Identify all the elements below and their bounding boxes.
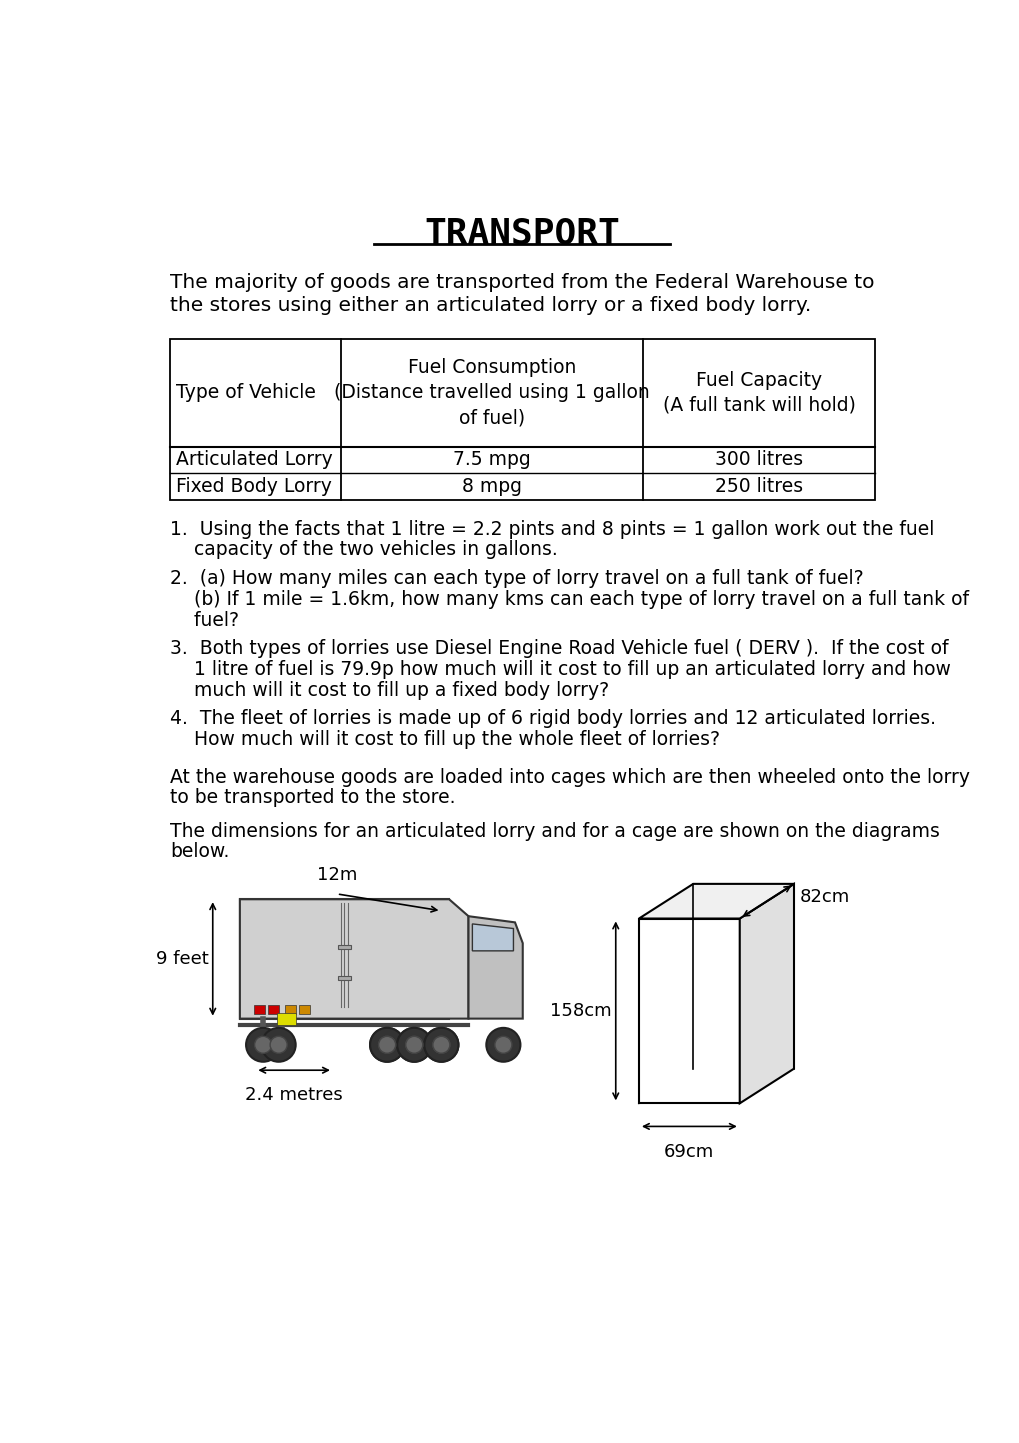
Text: 3.  Both types of lorries use Diesel Engine Road Vehicle fuel ( DERV ).  If the : 3. Both types of lorries use Diesel Engi… (170, 639, 948, 658)
Circle shape (432, 1036, 449, 1053)
Bar (299, 1004, 310, 1014)
Circle shape (432, 1036, 449, 1053)
Circle shape (378, 1036, 395, 1053)
Text: 250 litres: 250 litres (714, 478, 802, 496)
Circle shape (255, 1036, 271, 1053)
Text: TRANSPORT: TRANSPORT (425, 216, 620, 250)
Polygon shape (638, 885, 793, 919)
Text: fuel?: fuel? (170, 610, 238, 629)
Text: 69cm: 69cm (663, 1143, 713, 1162)
Circle shape (378, 1036, 395, 1053)
Text: At the warehouse goods are loaded into cages which are then wheeled onto the lor: At the warehouse goods are loaded into c… (170, 768, 969, 786)
Text: The dimensions for an articulated lorry and for a cage are shown on the diagrams: The dimensions for an articulated lorry … (170, 821, 940, 840)
Bar (268, 1004, 278, 1014)
Text: (b) If 1 mile = 1.6km, how many kms can each type of lorry travel on a full tank: (b) If 1 mile = 1.6km, how many kms can … (170, 590, 968, 609)
Bar (284, 1004, 296, 1014)
Circle shape (246, 1027, 280, 1062)
Text: Articulated Lorry: Articulated Lorry (176, 450, 333, 469)
Polygon shape (472, 924, 513, 951)
Polygon shape (739, 885, 793, 1104)
Text: 2.  (a) How many miles can each type of lorry travel on a full tank of fuel?: 2. (a) How many miles can each type of l… (170, 569, 863, 587)
Polygon shape (468, 916, 522, 1019)
Text: below.: below. (170, 843, 229, 861)
Circle shape (396, 1027, 431, 1062)
Circle shape (424, 1027, 458, 1062)
Circle shape (406, 1036, 422, 1053)
Bar (254, 1004, 264, 1014)
Text: How much will it cost to fill up the whole fleet of lorries?: How much will it cost to fill up the who… (170, 730, 719, 749)
Text: 9 feet: 9 feet (156, 949, 209, 968)
Circle shape (486, 1027, 520, 1062)
Text: Fixed Body Lorry: Fixed Body Lorry (176, 478, 332, 496)
Text: 8 mpg: 8 mpg (462, 478, 522, 496)
Circle shape (370, 1027, 404, 1062)
Text: 1 litre of fuel is 79.9p how much will it cost to fill up an articulated lorry a: 1 litre of fuel is 79.9p how much will i… (170, 659, 950, 678)
Circle shape (396, 1027, 431, 1062)
Circle shape (424, 1027, 458, 1062)
Polygon shape (638, 919, 739, 1104)
Text: 12m: 12m (316, 866, 357, 885)
Text: Fuel Capacity
(A full tank will hold): Fuel Capacity (A full tank will hold) (662, 371, 855, 414)
Circle shape (494, 1036, 512, 1053)
Text: 158cm: 158cm (549, 1001, 611, 1020)
FancyBboxPatch shape (170, 339, 874, 501)
Text: to be transported to the store.: to be transported to the store. (170, 788, 455, 808)
Text: capacity of the two vehicles in gallons.: capacity of the two vehicles in gallons. (170, 541, 557, 560)
Text: Type of Vehicle: Type of Vehicle (176, 382, 316, 403)
Circle shape (370, 1027, 404, 1062)
Text: 82cm: 82cm (800, 889, 850, 906)
Text: much will it cost to fill up a fixed body lorry?: much will it cost to fill up a fixed bod… (170, 681, 608, 700)
Bar (338, 945, 351, 949)
Text: The majority of goods are transported from the Federal Warehouse to: The majority of goods are transported fr… (170, 273, 873, 293)
Bar (277, 1013, 297, 1025)
Text: 4.  The fleet of lorries is made up of 6 rigid body lorries and 12 articulated l: 4. The fleet of lorries is made up of 6 … (170, 709, 935, 729)
Text: 2.4 metres: 2.4 metres (245, 1085, 342, 1104)
Text: the stores using either an articulated lorry or a fixed body lorry.: the stores using either an articulated l… (170, 296, 810, 316)
Text: 300 litres: 300 litres (714, 450, 802, 469)
Bar (239, 899, 448, 1019)
Circle shape (270, 1036, 287, 1053)
Text: 7.5 mpg: 7.5 mpg (452, 450, 530, 469)
Circle shape (406, 1036, 422, 1053)
Bar (338, 977, 351, 980)
Text: 1.  Using the facts that 1 litre = 2.2 pints and 8 pints = 1 gallon work out the: 1. Using the facts that 1 litre = 2.2 pi… (170, 519, 933, 538)
Text: Fuel Consumption
(Distance travelled using 1 gallon
of fuel): Fuel Consumption (Distance travelled usi… (333, 358, 649, 427)
Circle shape (261, 1027, 296, 1062)
Polygon shape (239, 899, 468, 1019)
